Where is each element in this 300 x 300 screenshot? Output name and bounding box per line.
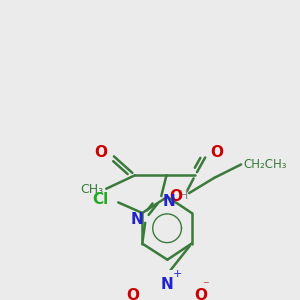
Text: O: O bbox=[127, 288, 140, 300]
Text: N: N bbox=[163, 194, 175, 209]
Text: O: O bbox=[194, 288, 207, 300]
Text: N: N bbox=[161, 277, 174, 292]
Text: O: O bbox=[94, 145, 107, 160]
Text: H: H bbox=[179, 189, 188, 202]
Text: Cl: Cl bbox=[93, 192, 109, 207]
Text: ⁻: ⁻ bbox=[202, 279, 209, 292]
Text: O: O bbox=[211, 145, 224, 160]
Text: O: O bbox=[169, 189, 182, 204]
Text: +: + bbox=[173, 269, 182, 279]
Text: CH₃: CH₃ bbox=[80, 183, 104, 196]
Text: N: N bbox=[130, 212, 143, 227]
Text: CH₂CH₃: CH₂CH₃ bbox=[243, 158, 286, 171]
